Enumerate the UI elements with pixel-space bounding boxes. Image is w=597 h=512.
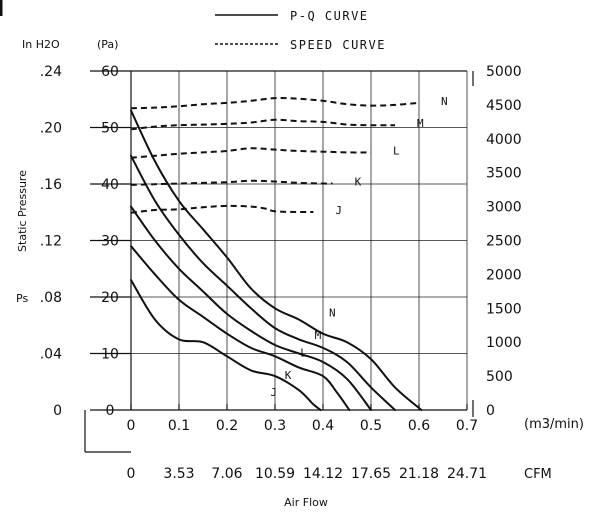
speed-curve-label-m: M xyxy=(417,117,424,130)
x-tick-label-cfm: 14.12 xyxy=(303,466,343,482)
speed-curve-label-l: L xyxy=(393,144,400,157)
ticks: 0 0.1 0.2 0.3 0.4 0.5 0.6 0.7 0 3.53 7.06 10.59 14.1… xyxy=(40,64,522,482)
x-tick-label-m3: 0.1 xyxy=(168,418,190,434)
y-tick-label-pa: 40 xyxy=(101,177,119,193)
y-tick-label-pa: 50 xyxy=(101,121,119,137)
pq-curve-label-n: N xyxy=(329,307,336,320)
y-tick-label-inh2o: .20 xyxy=(40,121,62,137)
y2-tick-label-rpm: 0 xyxy=(486,403,495,419)
y-tick-label-pa: 30 xyxy=(101,234,119,250)
pq-curve-label-m: M xyxy=(315,329,322,342)
y2-tick-label-rpm: 1500 xyxy=(486,301,522,317)
pq-curve-label-j: J xyxy=(270,386,277,399)
y-tick-label-pa: 10 xyxy=(101,347,119,363)
x-unit-cfm: CFM xyxy=(524,467,552,482)
speed-curve-l xyxy=(130,147,372,159)
legend-pq-label: P-Q CURVE xyxy=(290,9,369,23)
x-tick-label-m3: 0.3 xyxy=(264,418,286,434)
y-tick-label-pa: 0 xyxy=(106,403,115,419)
x-unit-m3: (m3/min) xyxy=(524,417,584,432)
pq-curve-j xyxy=(130,279,322,411)
x-axis-title: Air Flow xyxy=(284,496,328,509)
y-tick-label-inh2o: 0 xyxy=(53,403,62,419)
x-tick-label-m3: 0.6 xyxy=(408,418,430,434)
y-tick-label-pa: 20 xyxy=(101,290,119,306)
x-tick-label-m3: 0.5 xyxy=(360,418,382,434)
y2-tick-label-rpm: 3000 xyxy=(486,200,522,216)
y-tick-label-inh2o: .12 xyxy=(40,234,62,250)
y-axis-sublabel: Ps xyxy=(16,292,28,305)
x-tick-label-cfm: 0 xyxy=(127,466,136,482)
legend: P-Q CURVE SPEED CURVE xyxy=(215,9,386,52)
x-tick-label-m3: 0.2 xyxy=(216,418,238,434)
speed-curve-label-k: K xyxy=(355,176,362,189)
y-tick-label-inh2o: .08 xyxy=(40,290,62,306)
corner-mark xyxy=(0,0,3,16)
pq-curve-k xyxy=(130,245,351,411)
y2-tick-label-rpm: 4000 xyxy=(486,132,522,148)
x-tick-label-cfm: 3.53 xyxy=(163,466,194,482)
y-tick-label-inh2o: .16 xyxy=(40,177,62,193)
y-pa-unit-label: (Pa) xyxy=(97,38,118,51)
x-tick-label-cfm: 17.65 xyxy=(351,466,391,482)
y2-tick-label-rpm: 1000 xyxy=(486,335,522,351)
y2-tick-label-rpm: 500 xyxy=(486,369,513,385)
y2-tick-label-rpm: 3500 xyxy=(486,166,522,182)
speed-curve-label-j: J xyxy=(335,204,342,217)
y-axis-title: Static Pressure xyxy=(16,170,29,252)
pq-curve-m xyxy=(130,154,396,411)
speed-curve-label-n: N xyxy=(441,95,448,108)
x-tick-label-cfm: 7.06 xyxy=(211,466,242,482)
x-tick-label-cfm: 21.18 xyxy=(399,466,439,482)
y-inh2o-unit-label: In H2O xyxy=(22,38,60,51)
y-tick-label-inh2o: .24 xyxy=(40,64,62,80)
x-tick-label-cfm: 10.59 xyxy=(255,466,295,482)
x-tick-label-m3: 0 xyxy=(127,418,136,434)
y2-tick-label-rpm: 2500 xyxy=(486,234,522,250)
x-tick-label-m3: 0.7 xyxy=(456,418,478,434)
y2-tick-label-rpm: 5000 xyxy=(486,64,522,80)
speed-curve-m xyxy=(130,118,396,131)
y-tick-label-pa: 60 xyxy=(101,64,119,80)
pq-curve-label-l: L xyxy=(300,346,307,359)
pq-curve-n xyxy=(130,109,423,411)
pq-curve-l xyxy=(130,205,372,411)
speed-curve-k xyxy=(130,179,333,186)
y-tick-label-inh2o: .04 xyxy=(40,347,62,363)
legend-speed-label: SPEED CURVE xyxy=(290,38,386,52)
x-tick-label-cfm: 24.71 xyxy=(447,466,487,482)
pq-curve-label-k: K xyxy=(285,369,292,382)
speed-curve-n xyxy=(130,97,420,110)
y2-tick-label-rpm: 2000 xyxy=(486,267,522,283)
y2-tick-label-rpm: 4500 xyxy=(486,98,522,114)
x-tick-label-m3: 0.4 xyxy=(312,418,334,434)
